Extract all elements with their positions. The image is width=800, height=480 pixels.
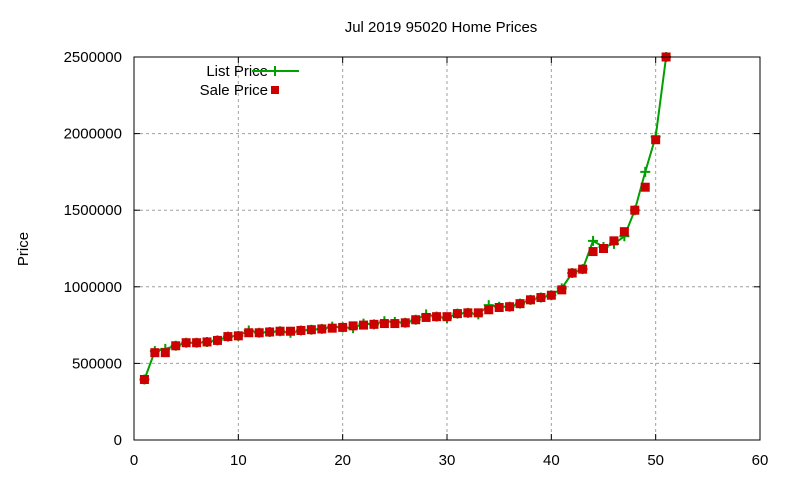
sale-price-point	[369, 319, 379, 329]
y-tick-label: 500000	[72, 355, 122, 372]
sale-price-point	[557, 285, 567, 295]
sale-price-point	[494, 302, 504, 312]
sale-price-point	[525, 295, 535, 305]
sale-price-point	[609, 236, 619, 246]
ticks: 0 10 20 30 40 50 60 0 500000 1000000 1500000 200000…	[64, 49, 769, 469]
grid	[134, 57, 760, 440]
sale-price-point	[515, 299, 525, 309]
sale-price-point	[411, 315, 421, 325]
legend-label-list-price: List Price	[206, 63, 268, 80]
plot-series	[139, 52, 672, 385]
sale-price-point	[244, 328, 254, 338]
sale-price-point	[223, 332, 233, 342]
sale-price-point	[379, 319, 389, 329]
sale-price-point	[327, 323, 337, 333]
chart-title: Jul 2019 95020 Home Prices	[345, 19, 538, 36]
sale-price-point	[286, 326, 295, 336]
list-price-line	[143, 56, 668, 380]
sale-price-point	[139, 374, 149, 384]
sale-price-point	[505, 302, 515, 312]
legend-marker-list-price	[270, 66, 280, 76]
sale-price-point	[578, 264, 588, 274]
y-tick-label: 2000000	[64, 126, 122, 143]
y-tick-label: 2500000	[64, 49, 122, 66]
sale-price-point	[160, 348, 170, 358]
sale-price-point	[212, 335, 222, 345]
sale-price-point	[150, 348, 160, 358]
sale-price-point	[400, 318, 410, 328]
x-tick-label: 20	[334, 452, 351, 469]
list-price-point	[640, 166, 651, 177]
plus-marker-icon	[588, 235, 599, 246]
y-tick-label: 1500000	[64, 202, 122, 219]
legend: List Price Sale Price	[200, 63, 299, 99]
sale-price-point	[452, 309, 462, 319]
x-tick-label: 50	[647, 452, 664, 469]
plot-border	[133, 56, 761, 441]
sale-price-point	[338, 322, 348, 332]
sale-price-point	[546, 290, 556, 300]
plus-marker-icon	[640, 166, 651, 177]
sale-price-point	[484, 305, 494, 315]
sale-price-point	[296, 325, 306, 335]
sale-price-point	[442, 312, 452, 322]
sale-price-point	[171, 341, 181, 351]
y-axis-label: Price	[15, 232, 32, 266]
legend-label-sale-price: Sale Price	[200, 82, 268, 99]
sale-price-point	[463, 308, 473, 318]
sale-price-point	[567, 268, 577, 278]
sale-price-point	[619, 227, 629, 237]
sale-price-point	[306, 325, 316, 335]
sale-price-point	[192, 338, 202, 348]
sale-price-point	[265, 327, 275, 337]
sale-price-point	[359, 320, 369, 330]
sale-price-point	[630, 205, 640, 215]
sale-price-point	[588, 247, 598, 257]
sale-price-point	[317, 324, 327, 334]
x-tick-label: 0	[130, 452, 138, 469]
y-tick-label: 1000000	[64, 279, 122, 296]
sale-price-point	[181, 338, 191, 348]
sale-price-point	[233, 331, 243, 341]
legend-marker-sale-price	[271, 86, 279, 94]
sale-price-point	[640, 182, 650, 192]
plus-marker-icon	[270, 66, 280, 76]
sale-price-point	[254, 328, 264, 338]
sale-price-point	[202, 337, 212, 347]
sale-price-point	[473, 308, 483, 318]
sale-price-point	[275, 326, 285, 336]
x-tick-label: 60	[752, 452, 769, 469]
x-tick-label: 30	[439, 452, 456, 469]
y-tick-label: 0	[114, 432, 122, 449]
list-price-point	[588, 235, 599, 246]
sale-price-point	[536, 293, 546, 303]
sale-price-point	[651, 135, 661, 145]
sale-price-point	[599, 244, 608, 253]
x-tick-label: 40	[543, 452, 560, 469]
sale-price-point	[390, 319, 400, 329]
x-tick-label: 10	[230, 452, 247, 469]
sale-price-point	[348, 321, 358, 331]
sale-price-point	[432, 312, 442, 322]
sale-price-point	[421, 312, 431, 322]
